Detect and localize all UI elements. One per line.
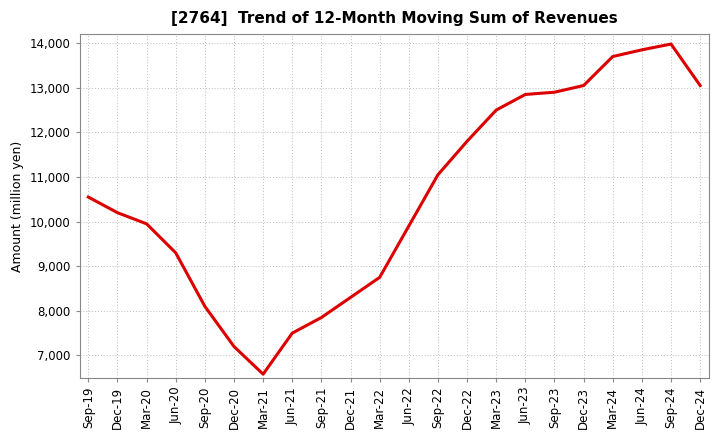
- Y-axis label: Amount (million yen): Amount (million yen): [11, 140, 24, 271]
- Title: [2764]  Trend of 12-Month Moving Sum of Revenues: [2764] Trend of 12-Month Moving Sum of R…: [171, 11, 618, 26]
